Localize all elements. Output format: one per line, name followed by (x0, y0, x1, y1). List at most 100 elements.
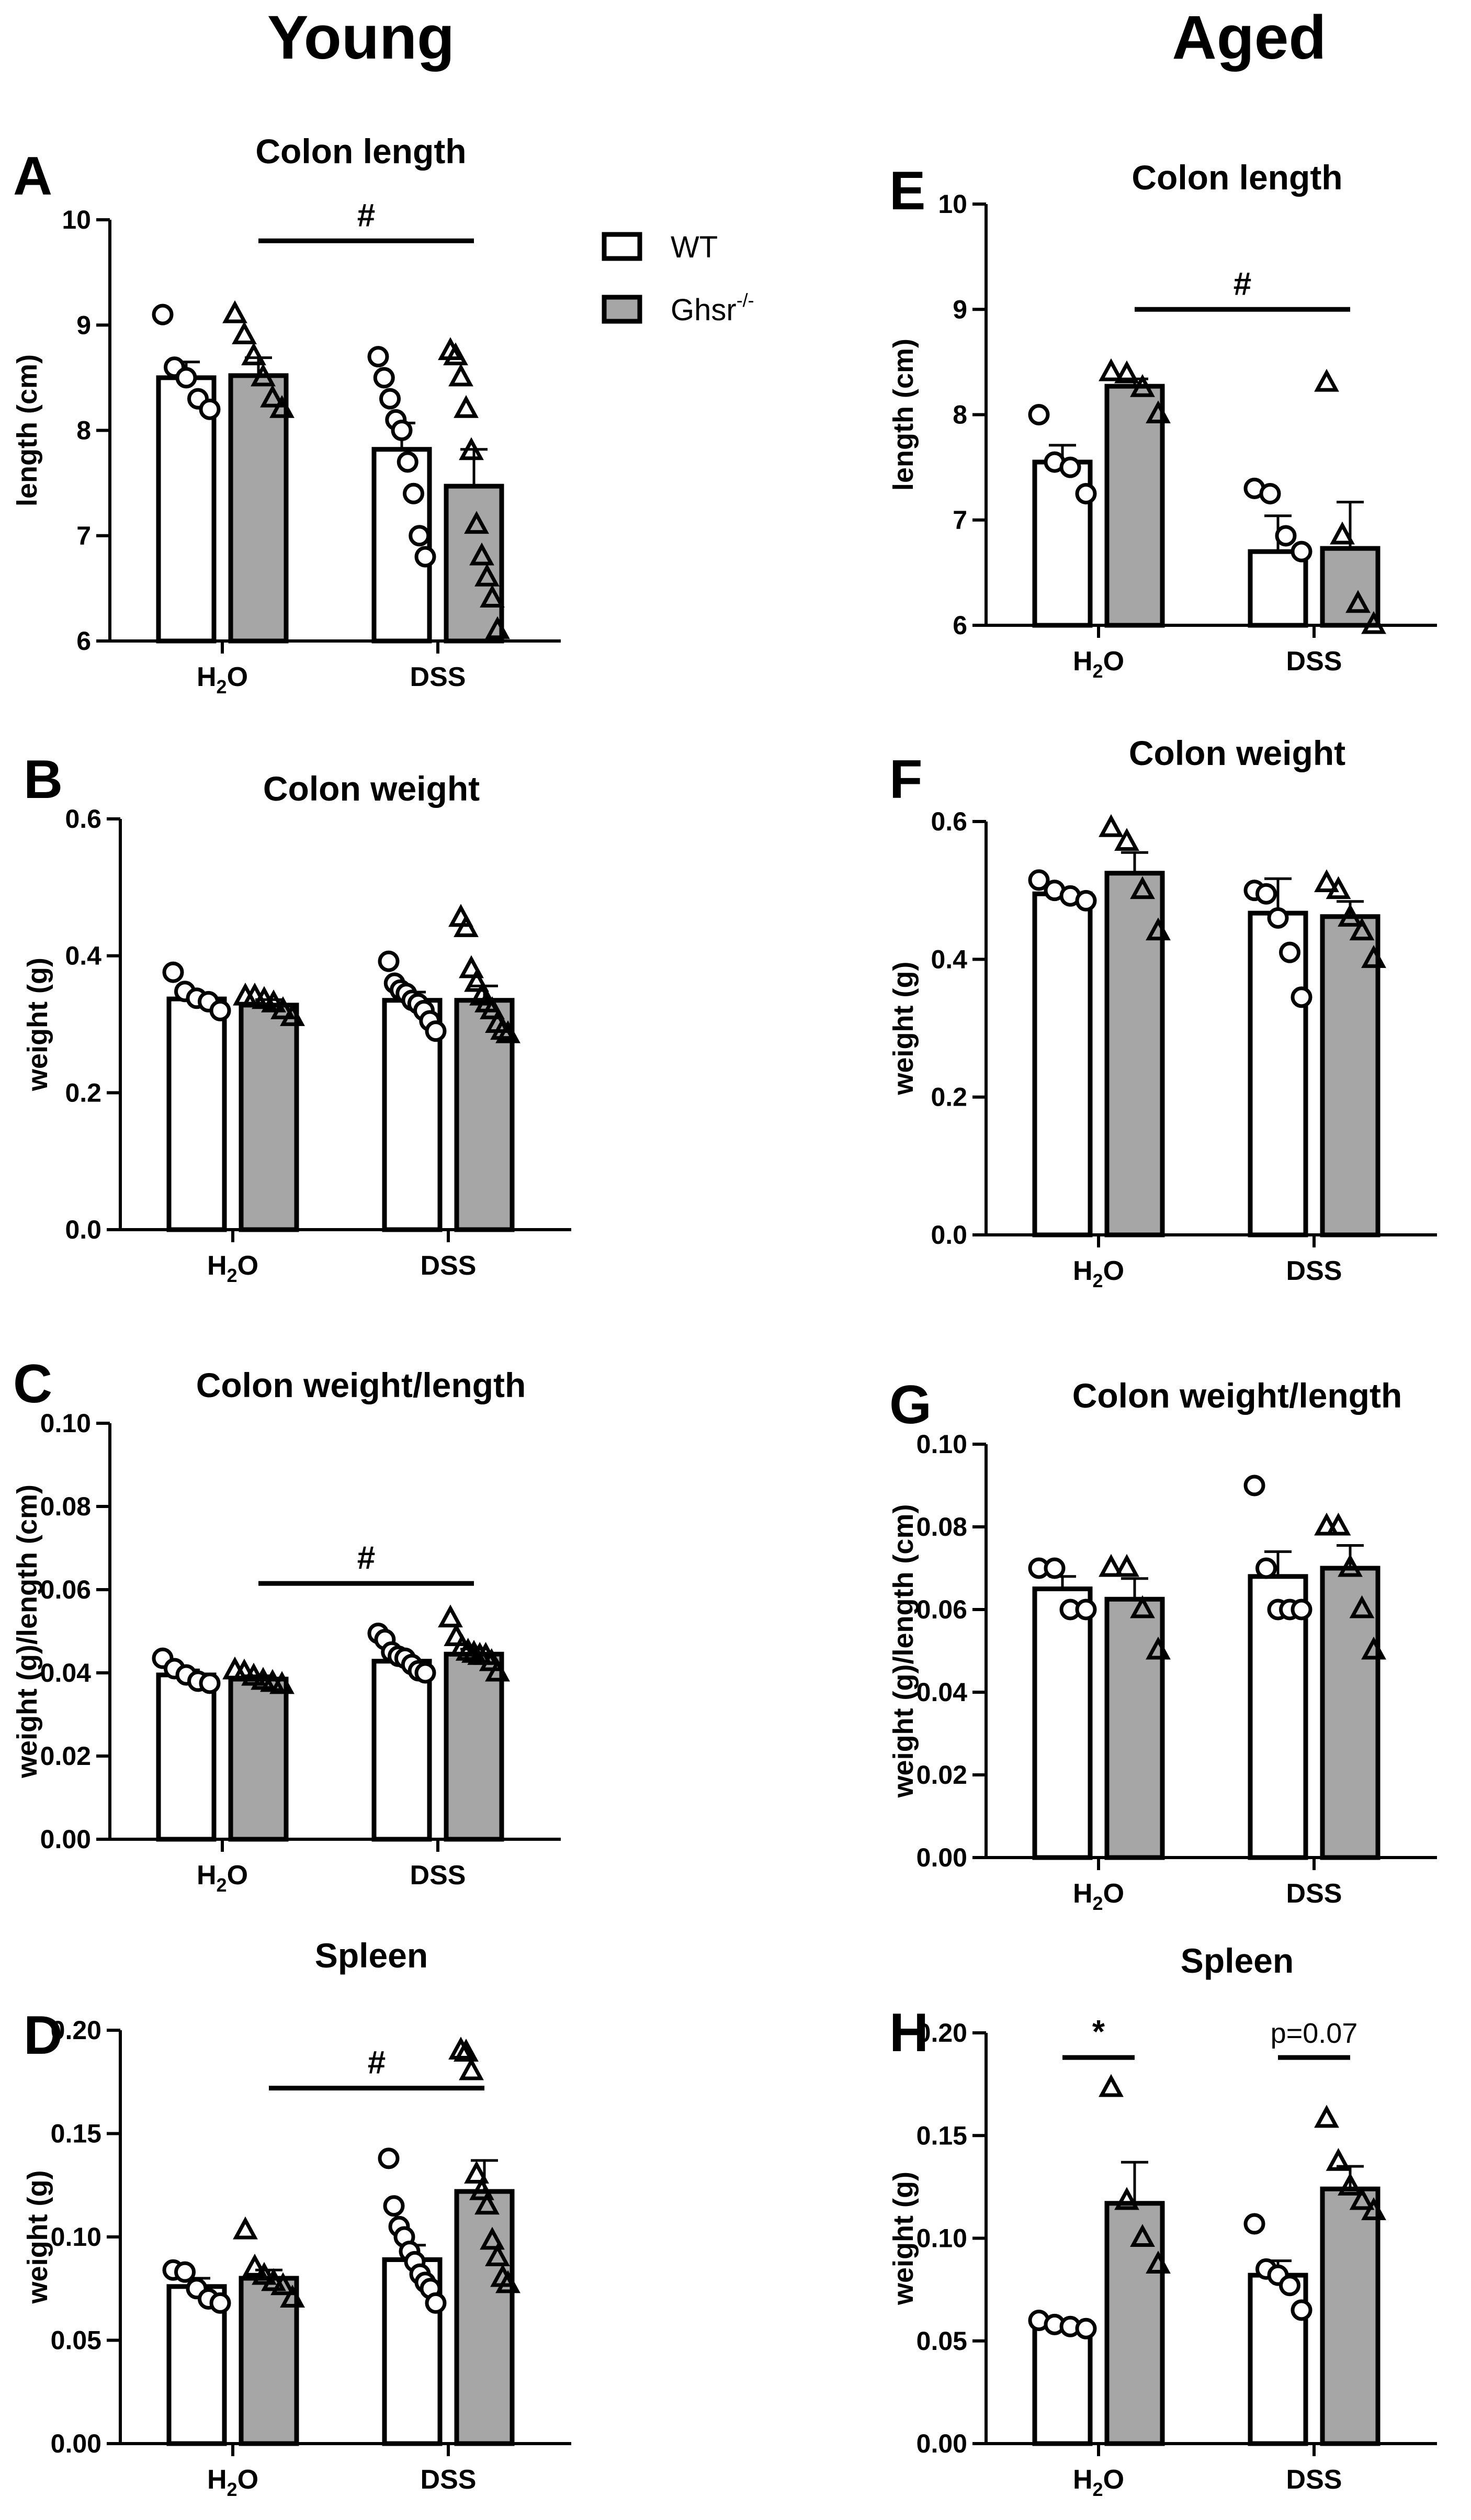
point-d-ghsr-0-4 (270, 2272, 296, 2296)
point-c-ghsr-1-1 (444, 1623, 469, 1646)
x-tick-label-c-1: DSS (410, 1860, 466, 1891)
panel-letter-h: H (889, 2003, 929, 2063)
point-a-ghsr-0-0 (222, 300, 247, 323)
x-tick-label-base-f-1: DSS (1286, 1256, 1342, 1286)
x-tick-label-base-e-0: H (1073, 646, 1093, 677)
point-b-ghsr-1-8 (490, 1017, 515, 1040)
legend-ghsr-superscript: -/- (737, 289, 754, 311)
chart-title-f: Colon weight (1129, 734, 1345, 772)
y-tick-label-e-1: 7 (953, 505, 967, 535)
y-tick-label-g-2: 0.04 (916, 1678, 968, 1707)
x-tick-label-rest-a-0: O (227, 662, 248, 692)
y-tick-label-e-4: 10 (938, 189, 967, 219)
bar-f-wt-0 (1032, 891, 1093, 1238)
point-f-ghsr-1-1 (1326, 876, 1351, 899)
bar-c-wt-0 (156, 1672, 217, 1842)
point-b-ghsr-1-3 (464, 969, 489, 992)
point-c-ghsr-1-7 (479, 1648, 504, 1671)
point-g-wt-0-1 (1044, 1557, 1066, 1579)
panel-letter-c: C (13, 1354, 52, 1414)
point-a-ghsr-1-8 (480, 584, 505, 608)
point-a-ghsr-0-4 (260, 384, 285, 408)
y-tick-label-g-0: 0.00 (916, 1843, 967, 1872)
annotation-label-d-0: # (368, 2045, 386, 2081)
y-tick-label-h-4: 0.20 (916, 2018, 967, 2048)
y-axis-label-d: weight (g) (22, 2170, 53, 2304)
point-e-ghsr-1-1 (1330, 521, 1355, 545)
bar-b-ghsr-0 (239, 1003, 299, 1232)
bar-h-ghsr-1 (1320, 2186, 1381, 2446)
x-tick-label-b-0: H2O (207, 1251, 258, 1286)
x-tick-label-c-0: H2O (197, 1860, 248, 1896)
point-d-ghsr-0-5 (280, 2285, 305, 2308)
point-d-ghsr-0-2 (252, 2262, 277, 2285)
panel-a: A Colon length length (cm) 6 7 8 9 10 H2O DSS # (12, 132, 561, 698)
panel-letter-b: B (24, 749, 63, 810)
point-g-wt-0-3 (1075, 1599, 1097, 1621)
y-tick-label-d-4: 0.20 (51, 2016, 101, 2045)
point-d-wt-0-4 (209, 2292, 231, 2314)
bar-a-ghsr-1 (444, 483, 504, 644)
point-a-ghsr-1-5 (464, 511, 489, 534)
x-tick-label-f-1: DSS (1286, 1256, 1342, 1286)
point-g-wt-1-1 (1255, 1557, 1277, 1579)
point-d-ghsr-1-7 (485, 2243, 510, 2266)
point-b-ghsr-1-6 (480, 996, 505, 1019)
y-tick-label-d-0: 0.00 (51, 2429, 101, 2458)
point-d-ghsr-1-3 (464, 2161, 489, 2184)
y-tick-label-b-0: 0.0 (65, 1215, 101, 1244)
chart-title-c: Colon weight/length (196, 1366, 526, 1404)
point-a-wt-1-1 (373, 367, 395, 389)
panel-f: F Colon weight weight (g) 0.0 0.2 0.4 0.6 H2O DS… (888, 734, 1437, 1291)
point-a-wt-0-2 (175, 367, 197, 389)
panel-c: C Colon weight/length weight (g)/length (c… (12, 1354, 561, 1896)
y-tick-label-g-1: 0.02 (916, 1760, 967, 1790)
chart-title-a: Colon length (255, 132, 466, 171)
point-f-ghsr-0-1 (1114, 828, 1139, 851)
point-e-wt-1-2 (1275, 525, 1297, 547)
y-tick-label-h-2: 0.10 (916, 2224, 967, 2253)
chart-title-g: Colon weight/length (1072, 1376, 1402, 1415)
point-e-ghsr-0-0 (1099, 358, 1124, 381)
point-a-wt-0-4 (199, 398, 221, 420)
y-tick-label-c-4: 0.08 (40, 1492, 91, 1521)
bar-c-wt-1 (371, 1659, 432, 1842)
annotation-label-h-1: p=0.07 (1271, 2018, 1358, 2049)
x-tick-label-sub-f-0: 2 (1093, 1270, 1103, 1291)
x-tick-label-e-0: H2O (1073, 646, 1124, 682)
point-h-ghsr-1-3 (1349, 2187, 1375, 2210)
point-d-wt-0-1 (174, 2261, 196, 2283)
point-h-ghsr-1-1 (1326, 2147, 1351, 2171)
y-tick-label-h-0: 0.00 (916, 2429, 967, 2458)
x-tick-label-base-a-1: DSS (410, 662, 466, 692)
y-axis-label-c: weight (g)/length (cm) (12, 1484, 43, 1779)
y-tick-label-c-1: 0.02 (40, 1741, 91, 1771)
point-g-ghsr-1-1 (1326, 1512, 1351, 1536)
panel-letter-a: A (13, 146, 52, 207)
point-f-ghsr-1-3 (1349, 917, 1375, 941)
point-g-ghsr-0-1 (1114, 1554, 1139, 1577)
x-tick-label-base-g-0: H (1073, 1878, 1093, 1909)
point-f-ghsr-0-3 (1146, 917, 1171, 941)
x-tick-label-base-c-0: H (197, 1860, 217, 1891)
x-tick-label-d-1: DSS (421, 2465, 477, 2495)
point-h-ghsr-0-3 (1146, 2251, 1171, 2274)
point-d-ghsr-0-0 (233, 2216, 258, 2240)
y-tick-label-h-1: 0.05 (916, 2326, 967, 2356)
bar-g-wt-0 (1032, 1587, 1093, 1860)
point-f-ghsr-0-2 (1130, 876, 1155, 899)
x-tick-label-rest-c-0: O (227, 1860, 248, 1891)
point-e-ghsr-0-3 (1146, 400, 1171, 423)
point-a-ghsr-1-4 (459, 437, 484, 460)
point-e-ghsr-0-1 (1114, 360, 1139, 384)
point-b-wt-0-4 (209, 999, 231, 1021)
y-tick-label-a-0: 6 (76, 626, 91, 656)
y-tick-label-h-3: 0.15 (916, 2121, 967, 2150)
annotation-label-h-0: * (1092, 2014, 1105, 2050)
point-h-ghsr-1-0 (1314, 2105, 1339, 2128)
panel-d: D Spleen weight (g) 0.00 0.05 0.10 0.15 0.20 H2O… (22, 1936, 571, 2500)
point-d-ghsr-1-4 (469, 2177, 494, 2200)
x-tick-label-h-1: DSS (1286, 2465, 1342, 2495)
point-c-ghsr-1-4 (461, 1639, 486, 1663)
